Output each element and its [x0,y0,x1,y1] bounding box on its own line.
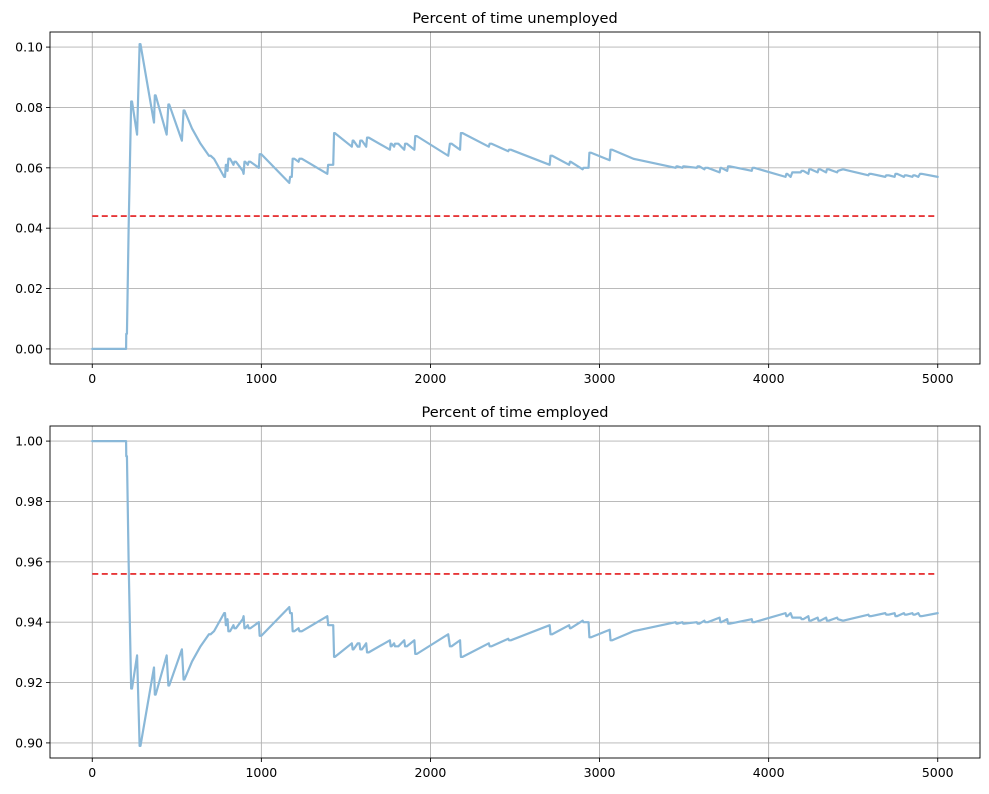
x-tick-label: 1000 [245,765,277,780]
chart-title: Percent of time unemployed [412,11,617,27]
y-tick-label: 0.06 [15,160,43,175]
y-tick-label: 0.02 [15,281,43,296]
series-line [91,42,939,351]
y-tick-label: 0.96 [15,554,43,569]
x-tick-label: 2000 [415,371,447,386]
y-tick-label: 0.92 [15,675,43,690]
chart-panel-1: Percent of time unemployed 0 1000 2000 3000 4… [15,11,981,386]
y-tick-label: 1.00 [15,434,43,449]
x-tick-label: 3000 [584,371,616,386]
x-tick-label: 0 [88,371,96,386]
x-tick-label: 4000 [753,371,785,386]
y-tick-label: 0.04 [15,221,43,236]
axes-frame [49,425,981,759]
x-tick-label: 3000 [584,765,616,780]
y-tick-label: 0.90 [15,735,43,750]
y-tick-label: 0.98 [15,494,43,509]
x-tick-label: 5000 [922,371,954,386]
y-tick-label: 0.00 [15,341,43,356]
chart-title: Percent of time employed [422,405,609,421]
axes-frame [49,31,981,365]
y-tick-label: 0.10 [15,40,43,55]
y-tick-label: 0.08 [15,100,43,115]
y-tick-label: 0.94 [15,615,43,630]
x-tick-label: 5000 [922,765,954,780]
x-tick-label: 1000 [245,371,277,386]
chart-panel-2: Percent of time employed 0 1000 2000 3000 400… [15,405,981,780]
series-line [91,439,939,748]
x-tick-label: 0 [88,765,96,780]
x-tick-label: 4000 [753,765,785,780]
x-tick-label: 2000 [415,765,447,780]
